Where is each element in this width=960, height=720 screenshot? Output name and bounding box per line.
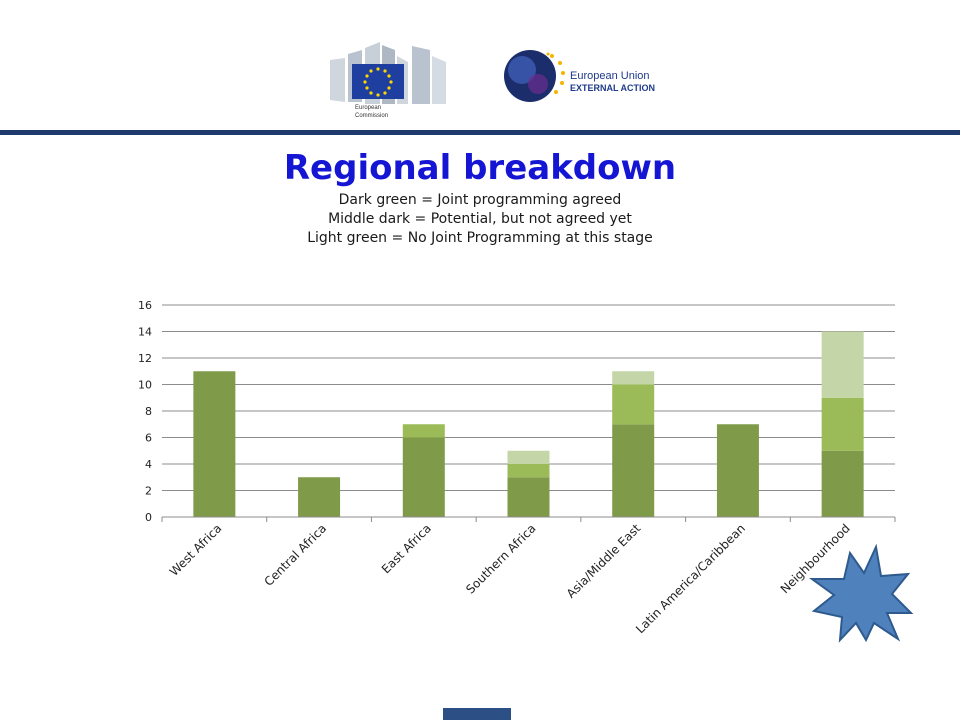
y-tick-label: 6 [145, 432, 152, 445]
subtitle-line-2: Middle dark = Potential, but not agreed … [328, 211, 632, 227]
bar-segment [821, 450, 864, 517]
y-tick-label: 12 [138, 352, 152, 365]
y-axis-ticks: 0 2 4 6 8 10 12 14 16 [138, 299, 152, 524]
slide-title: Regional breakdown [283, 148, 677, 188]
x-tick-label: Southern Africa [463, 521, 538, 596]
bar-segment [716, 424, 759, 517]
header-logos: European Commission European Union EXTER… [330, 42, 655, 119]
subtitle-line-1: Dark green = Joint programming agreed [338, 192, 622, 208]
eeas-logo-text-2: EXTERNAL ACTION [570, 83, 655, 93]
eeas-logo-text-1: European Union [570, 70, 650, 82]
chart-bars [193, 331, 864, 517]
ec-logo-text-1: European [355, 105, 381, 111]
chart-gridlines [162, 304, 895, 518]
bar-segment [507, 477, 550, 517]
footer-bar [443, 708, 511, 720]
x-tick-label: West Africa [167, 521, 225, 579]
bar-segment [821, 397, 864, 451]
y-tick-label: 2 [145, 485, 152, 498]
bar-segment [612, 371, 655, 385]
bar-segment [821, 331, 864, 398]
bar-segment [298, 477, 341, 517]
x-tick-label: East Africa [379, 521, 434, 576]
x-tick-label: Latin America/Caribbean [633, 521, 748, 636]
y-tick-label: 4 [145, 458, 152, 471]
bar-segment [507, 450, 550, 464]
x-axis [161, 516, 896, 522]
header-divider [0, 130, 960, 135]
bar-segment [402, 437, 445, 517]
x-tick-label: Asia/Middle East [564, 521, 644, 601]
european-commission-logo: European Commission [330, 42, 446, 119]
bar-segment [507, 464, 550, 478]
y-tick-label: 10 [138, 379, 152, 392]
y-tick-label: 0 [145, 511, 152, 524]
stacked-bar-chart: 0 2 4 6 8 10 12 14 16 West Africa Central Africa E… [138, 299, 896, 636]
bar-segment [612, 424, 655, 517]
bar-segment [193, 371, 236, 517]
starburst-shape [808, 543, 914, 643]
x-axis-labels: West Africa Central Africa East Africa Sout… [167, 521, 853, 636]
y-tick-label: 16 [138, 299, 152, 312]
x-tick-label: Central Africa [261, 521, 329, 589]
bar-segment [612, 384, 655, 425]
y-tick-label: 14 [138, 326, 152, 339]
eeas-logo: European Union EXTERNAL ACTION [504, 50, 655, 102]
bar-segment [402, 424, 445, 438]
y-tick-label: 8 [145, 405, 152, 418]
subtitle-line-3: Light green = No Joint Programming at th… [307, 230, 653, 246]
ec-logo-text-2: Commission [355, 113, 388, 119]
